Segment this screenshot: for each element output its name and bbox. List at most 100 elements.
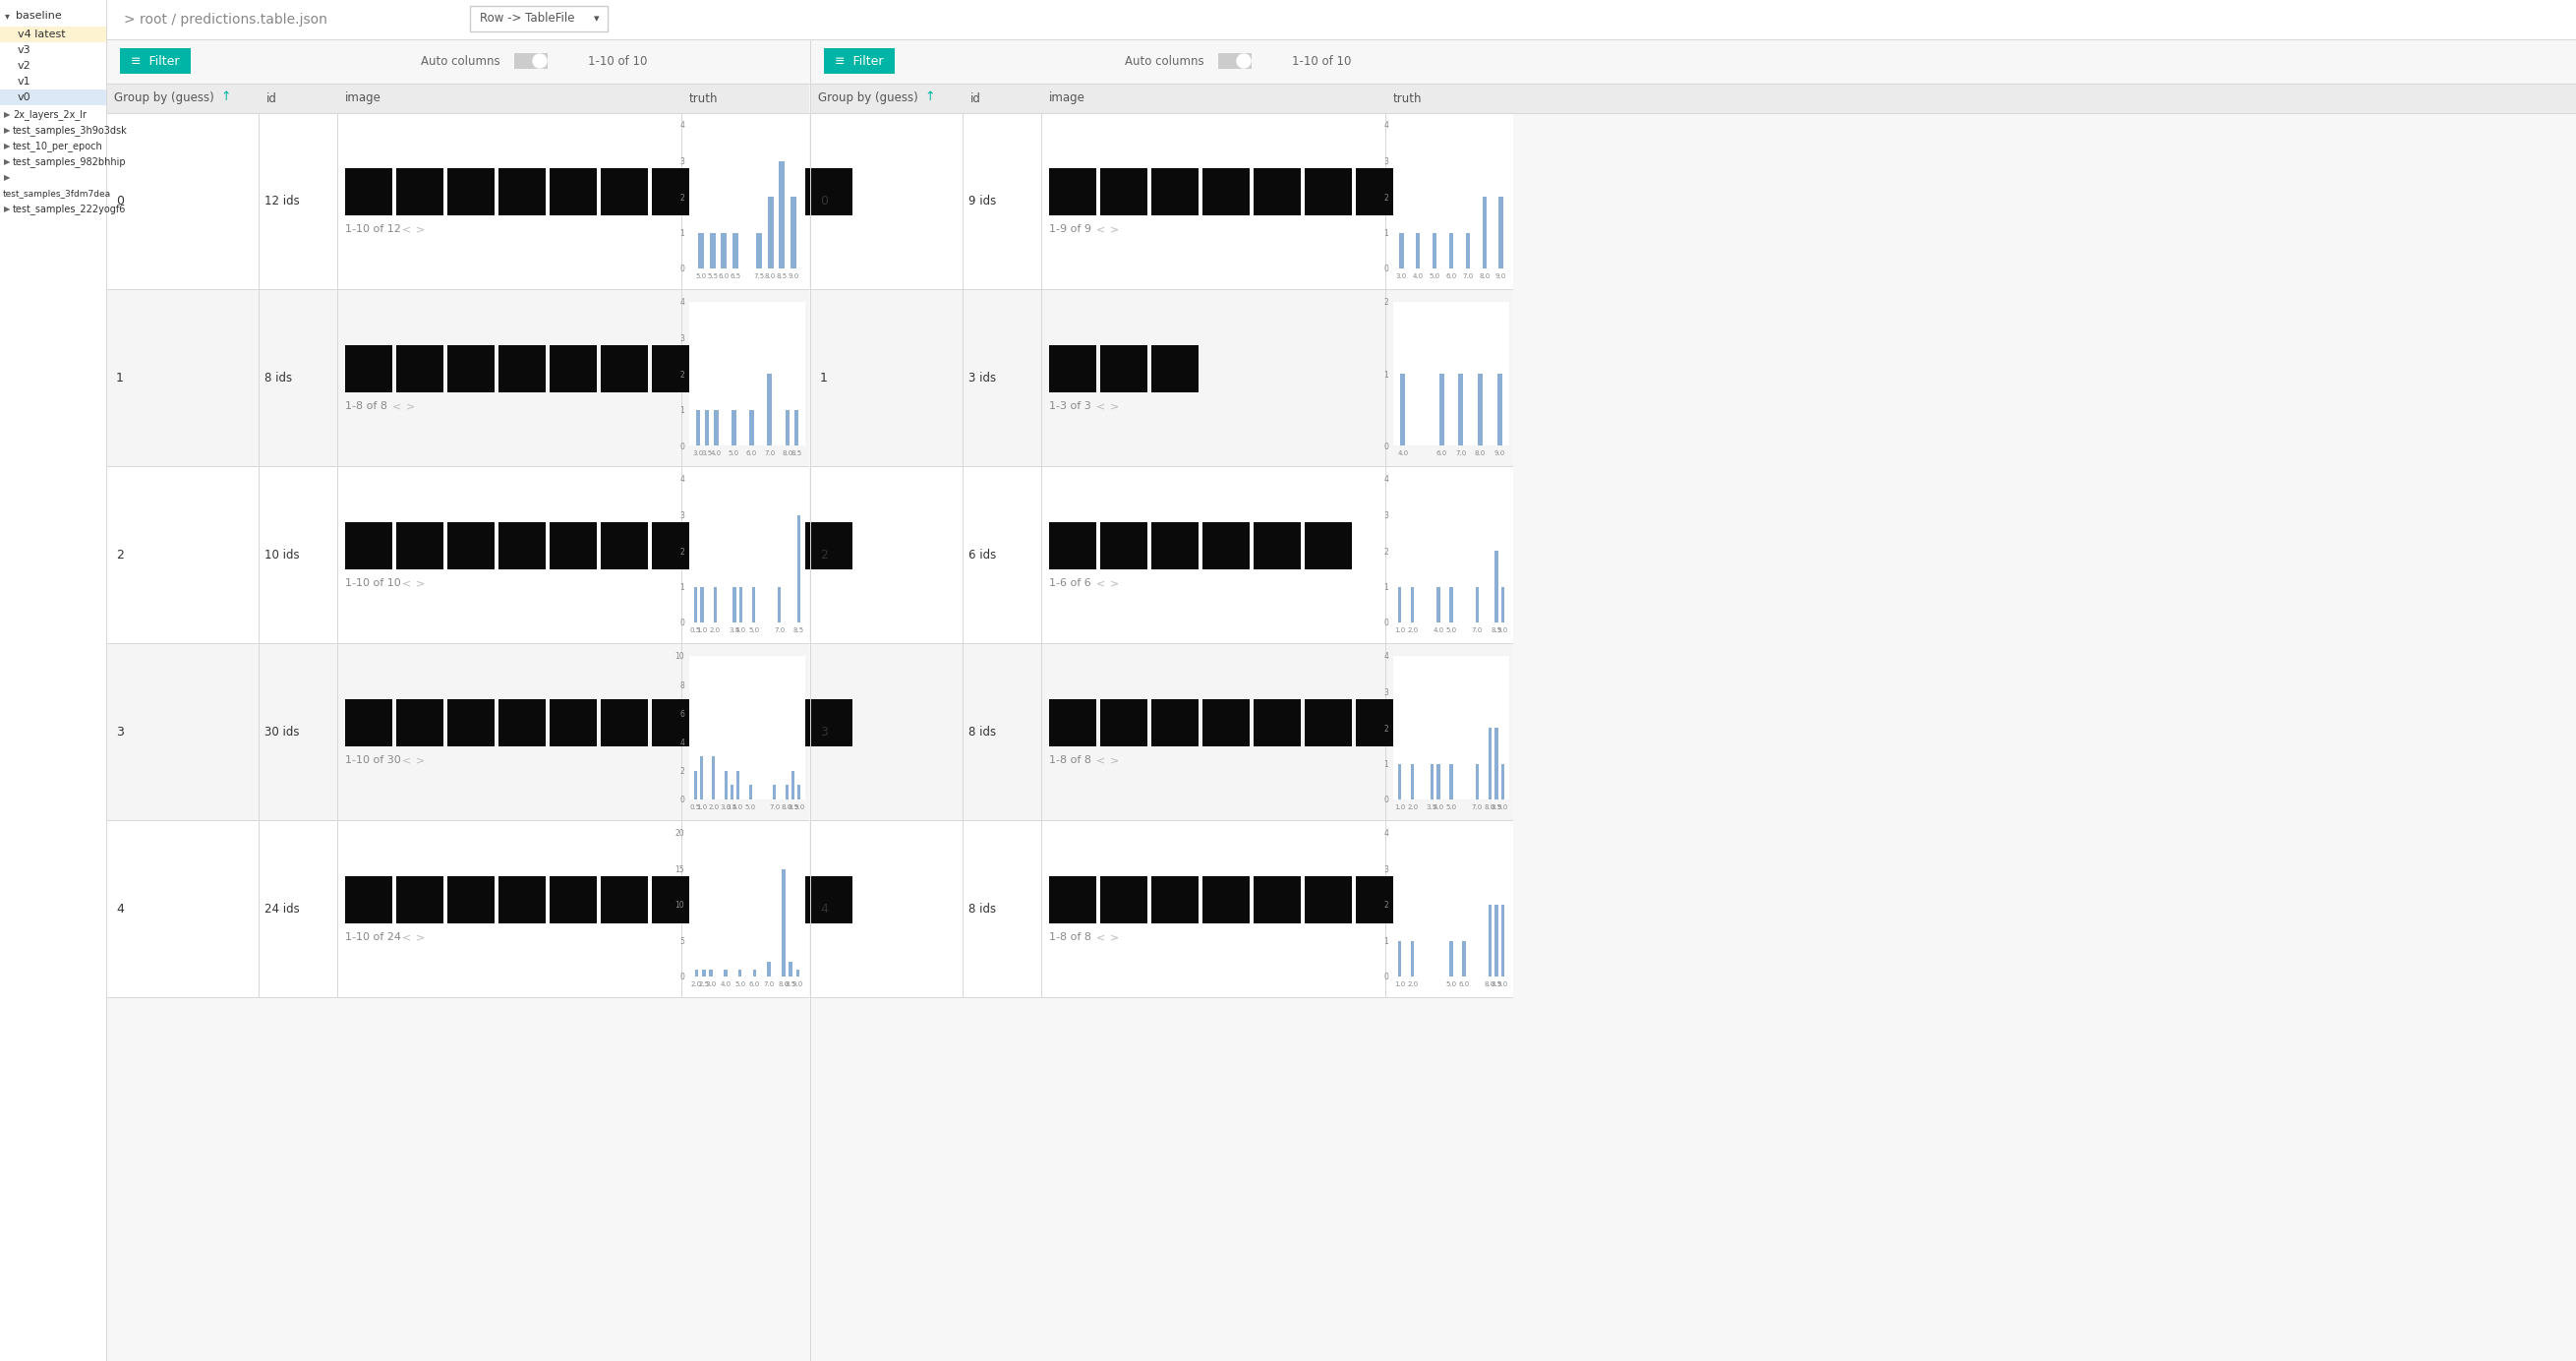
Text: v4 latest: v4 latest	[18, 30, 64, 39]
Bar	[752, 587, 755, 622]
Text: ▶: ▶	[5, 206, 10, 214]
Bar	[345, 876, 392, 923]
Text: id: id	[971, 93, 981, 105]
Bar	[1100, 876, 1146, 923]
Text: 2: 2	[116, 550, 124, 562]
Bar	[724, 770, 726, 799]
Bar	[1151, 346, 1198, 392]
Bar	[397, 523, 443, 569]
Text: 10 ids: 10 ids	[265, 550, 299, 562]
Text: image: image	[1048, 93, 1084, 105]
Text: <: <	[392, 401, 402, 411]
Bar	[600, 346, 649, 392]
Text: >: >	[415, 225, 425, 234]
Bar	[701, 969, 706, 976]
Bar	[703, 700, 750, 746]
Bar	[693, 770, 698, 799]
Bar	[811, 83, 2576, 113]
Bar	[739, 587, 742, 622]
Text: 0: 0	[116, 195, 124, 208]
Bar	[1401, 374, 1406, 445]
Bar	[755, 700, 801, 746]
Bar	[796, 514, 801, 622]
Text: <: <	[402, 755, 412, 765]
Bar	[106, 0, 2576, 39]
Text: ≡  Filter: ≡ Filter	[131, 54, 180, 67]
Bar	[703, 876, 750, 923]
Bar	[811, 467, 1512, 644]
Text: test_samples_982bhhip: test_samples_982bhhip	[13, 157, 126, 167]
Bar	[1203, 876, 1249, 923]
Bar	[701, 587, 703, 622]
Text: 4: 4	[819, 904, 827, 916]
Bar	[106, 113, 809, 290]
Bar	[1481, 197, 1486, 268]
Bar	[755, 523, 801, 569]
Bar	[1499, 197, 1502, 268]
Bar	[448, 346, 495, 392]
Bar	[778, 161, 786, 268]
Bar	[1151, 523, 1198, 569]
Bar	[0, 90, 106, 105]
Text: 1: 1	[819, 372, 827, 385]
Bar	[1412, 764, 1414, 799]
Bar	[1355, 876, 1404, 923]
Text: test_samples_222yogf6: test_samples_222yogf6	[13, 204, 126, 215]
Bar	[1437, 764, 1440, 799]
Bar	[1048, 523, 1097, 569]
Bar	[724, 969, 726, 976]
Text: >: >	[415, 932, 425, 942]
Bar	[448, 169, 495, 215]
Text: test_10_per_epoch: test_10_per_epoch	[13, 142, 103, 152]
Text: 1-3 of 3: 1-3 of 3	[1048, 401, 1092, 411]
Bar	[345, 700, 392, 746]
Text: 2x_layers_2x_lr: 2x_layers_2x_lr	[13, 110, 88, 120]
Text: 8 ids: 8 ids	[969, 904, 997, 916]
Bar	[652, 876, 698, 923]
Text: 2: 2	[819, 550, 827, 562]
Bar	[714, 410, 719, 445]
Bar	[1255, 700, 1301, 746]
Bar	[781, 868, 786, 976]
Bar	[1458, 169, 1504, 215]
Bar	[1479, 374, 1484, 445]
Bar	[732, 233, 739, 268]
Bar	[1476, 587, 1479, 622]
Bar	[549, 346, 598, 392]
Bar	[448, 700, 495, 746]
Bar	[1255, 169, 1301, 215]
Text: v1: v1	[18, 76, 31, 87]
Bar	[791, 197, 796, 268]
Text: 24 ids: 24 ids	[265, 904, 299, 916]
Bar	[768, 197, 773, 268]
Bar	[549, 523, 598, 569]
Bar	[701, 757, 703, 799]
Bar	[1412, 587, 1414, 622]
Bar	[1100, 169, 1146, 215]
Bar	[1502, 764, 1504, 799]
Bar	[500, 169, 546, 215]
Bar	[793, 410, 799, 445]
Text: 12 ids: 12 ids	[265, 195, 299, 208]
Bar	[1412, 940, 1414, 976]
Text: ▶: ▶	[5, 110, 10, 120]
Bar	[549, 169, 598, 215]
Text: 3: 3	[116, 727, 124, 739]
Bar	[732, 410, 737, 445]
Text: ↑: ↑	[216, 91, 232, 103]
Bar	[1399, 764, 1401, 799]
Bar	[737, 770, 739, 799]
Text: 1-8 of 8: 1-8 of 8	[1048, 932, 1092, 942]
Bar	[706, 410, 708, 445]
Bar	[1151, 700, 1198, 746]
Bar	[1151, 169, 1198, 215]
Text: ▶: ▶	[5, 158, 10, 166]
Bar	[1450, 233, 1453, 268]
Bar	[397, 346, 443, 392]
Bar	[806, 876, 853, 923]
Bar	[600, 523, 649, 569]
Bar	[1203, 700, 1249, 746]
Text: baseline: baseline	[15, 11, 62, 20]
Text: 1-6 of 6: 1-6 of 6	[1048, 578, 1092, 588]
Bar	[1203, 523, 1249, 569]
